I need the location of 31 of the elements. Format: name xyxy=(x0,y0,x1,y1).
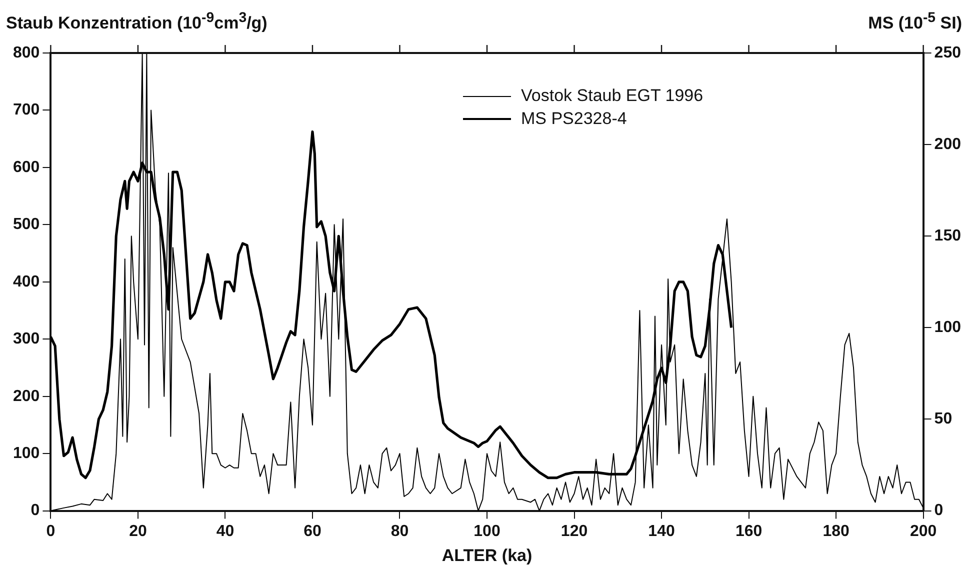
x-tick-label: 120 xyxy=(560,522,588,540)
y-tick-label: 100 xyxy=(12,444,40,462)
y2-tick-label: 0 xyxy=(934,502,944,520)
y-tick-label: 400 xyxy=(12,273,40,290)
legend-label: MS PS2328-4 xyxy=(521,109,627,129)
y2-tick-label: 250 xyxy=(934,44,962,62)
y-tick-label: 500 xyxy=(12,216,40,234)
y-tick-label: 700 xyxy=(12,102,40,119)
y2-tick-label: 50 xyxy=(934,410,952,428)
x-tick-label: 20 xyxy=(129,522,147,540)
x-axis-title: ALTER (ka) xyxy=(440,546,534,566)
x-tick-label: 40 xyxy=(216,522,234,540)
y-tick-label: 0 xyxy=(30,502,40,520)
x-tick-label: 0 xyxy=(46,522,56,540)
x-tick-label: 200 xyxy=(910,522,937,540)
y-tick-label: 600 xyxy=(12,158,40,176)
x-tick-label: 100 xyxy=(474,522,500,540)
y2-tick-label: 100 xyxy=(934,319,962,336)
y2-tick-label: 150 xyxy=(934,228,962,245)
y-axis-title: Staub Konzentration (10$^{-9}$cm$^{3}$/g) xyxy=(6,10,268,34)
y-tick-label: 200 xyxy=(12,388,40,405)
x-tick-label: 140 xyxy=(648,522,675,540)
y-tick-label: 800 xyxy=(12,44,40,62)
y2-tick-label: 200 xyxy=(934,136,962,153)
x-tick-label: 160 xyxy=(735,522,762,540)
legend-label: Vostok Staub EGT 1996 xyxy=(521,86,704,106)
x-tick-label: 60 xyxy=(304,522,322,540)
x-tick-label: 180 xyxy=(822,522,850,540)
y2-axis-title: MS (10$^{-5}$ SI) xyxy=(868,10,962,34)
y-tick-label: 300 xyxy=(12,330,40,348)
x-tick-label: 80 xyxy=(390,522,409,540)
